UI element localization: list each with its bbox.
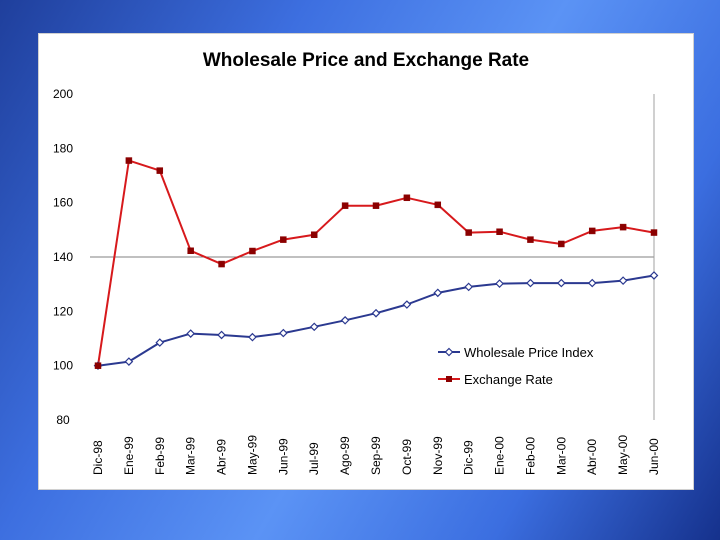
y-tick-label: 200 bbox=[53, 87, 73, 101]
y-tick-label: 180 bbox=[53, 141, 73, 155]
x-tick-label: Jun-00 bbox=[647, 438, 661, 475]
data-point-exchange-rate bbox=[94, 362, 102, 369]
data-point-wholesale-price-index bbox=[371, 308, 381, 318]
y-tick-label: 80 bbox=[56, 413, 70, 427]
data-point-exchange-rate bbox=[465, 229, 472, 236]
data-point-wholesale-price-index bbox=[309, 322, 319, 332]
legend-marker bbox=[446, 376, 452, 382]
data-point-exchange-rate bbox=[619, 223, 627, 231]
data-point-wholesale-price-index bbox=[526, 278, 535, 288]
x-tick-label: Jul-99 bbox=[307, 442, 321, 475]
x-tick-label: Dic-98 bbox=[91, 440, 105, 475]
data-point-exchange-rate bbox=[187, 247, 194, 255]
data-point-exchange-rate bbox=[218, 260, 225, 268]
line-chart: Wholesale Price and Exchange Rate 80 100 1… bbox=[53, 50, 661, 475]
x-tick-label: Ago-99 bbox=[338, 436, 352, 475]
y-tick-label: 140 bbox=[53, 250, 73, 264]
x-tick-label: Nov-99 bbox=[431, 436, 445, 475]
data-point-exchange-rate bbox=[249, 247, 256, 255]
legend-label: Wholesale Price Index bbox=[464, 345, 594, 360]
data-point-wholesale-price-index bbox=[217, 330, 226, 340]
data-point-wholesale-price-index bbox=[495, 279, 504, 288]
data-point-exchange-rate bbox=[558, 240, 565, 248]
data-point-wholesale-price-index bbox=[248, 332, 257, 342]
y-tick-label: 160 bbox=[53, 196, 73, 210]
legend-marker bbox=[444, 347, 454, 357]
legend-label: Exchange Rate bbox=[464, 372, 553, 387]
data-point-wholesale-price-index bbox=[124, 357, 134, 366]
x-tick-label: Mar-00 bbox=[554, 437, 568, 475]
data-point-exchange-rate bbox=[434, 201, 442, 209]
data-point-wholesale-price-index bbox=[402, 300, 412, 309]
x-tick-label: Abr-00 bbox=[585, 439, 599, 475]
data-point-exchange-rate bbox=[527, 236, 534, 243]
chart-panel: Wholesale Price and Exchange Rate 80 100 1… bbox=[38, 33, 694, 490]
x-tick-label: Sep-99 bbox=[369, 436, 383, 475]
data-point-wholesale-price-index bbox=[587, 278, 597, 288]
data-point-wholesale-price-index bbox=[433, 288, 443, 298]
data-point-exchange-rate bbox=[588, 227, 596, 235]
chart-title: Wholesale Price and Exchange Rate bbox=[203, 50, 529, 71]
data-point-exchange-rate bbox=[496, 228, 503, 235]
series-line-exchange-rate bbox=[97, 159, 655, 366]
x-tick-label: May-99 bbox=[245, 435, 259, 475]
x-tick-label: Abr-99 bbox=[215, 439, 229, 475]
data-point-exchange-rate bbox=[650, 229, 658, 236]
data-point-wholesale-price-index bbox=[278, 328, 288, 338]
x-tick-label: Ene-00 bbox=[493, 436, 507, 475]
x-tick-label: Oct-99 bbox=[400, 439, 414, 475]
data-point-wholesale-price-index bbox=[340, 315, 350, 325]
data-point-wholesale-price-index bbox=[186, 329, 196, 338]
data-point-exchange-rate bbox=[372, 202, 380, 209]
data-point-exchange-rate bbox=[403, 194, 411, 202]
x-tick-label: Feb-99 bbox=[153, 437, 167, 475]
data-point-exchange-rate bbox=[125, 157, 133, 164]
data-point-wholesale-price-index bbox=[556, 278, 566, 288]
data-point-exchange-rate bbox=[280, 236, 287, 243]
legend-box bbox=[399, 339, 619, 391]
x-tick-label: May-00 bbox=[616, 435, 630, 475]
x-tick-label: Jun-99 bbox=[276, 438, 290, 475]
x-tick-label: Dic-99 bbox=[462, 440, 476, 475]
data-point-wholesale-price-index bbox=[618, 276, 628, 285]
y-tick-label: 120 bbox=[53, 304, 73, 318]
x-tick-label: Feb-00 bbox=[523, 437, 537, 475]
data-point-exchange-rate bbox=[156, 167, 164, 174]
data-point-wholesale-price-index bbox=[649, 271, 659, 280]
data-point-exchange-rate bbox=[310, 231, 318, 238]
data-point-wholesale-price-index bbox=[464, 282, 474, 292]
y-tick-label: 100 bbox=[53, 359, 73, 373]
data-point-wholesale-price-index bbox=[155, 338, 165, 347]
data-point-exchange-rate bbox=[341, 202, 349, 209]
x-tick-label: Mar-99 bbox=[184, 437, 198, 475]
x-tick-label: Ene-99 bbox=[122, 436, 136, 475]
